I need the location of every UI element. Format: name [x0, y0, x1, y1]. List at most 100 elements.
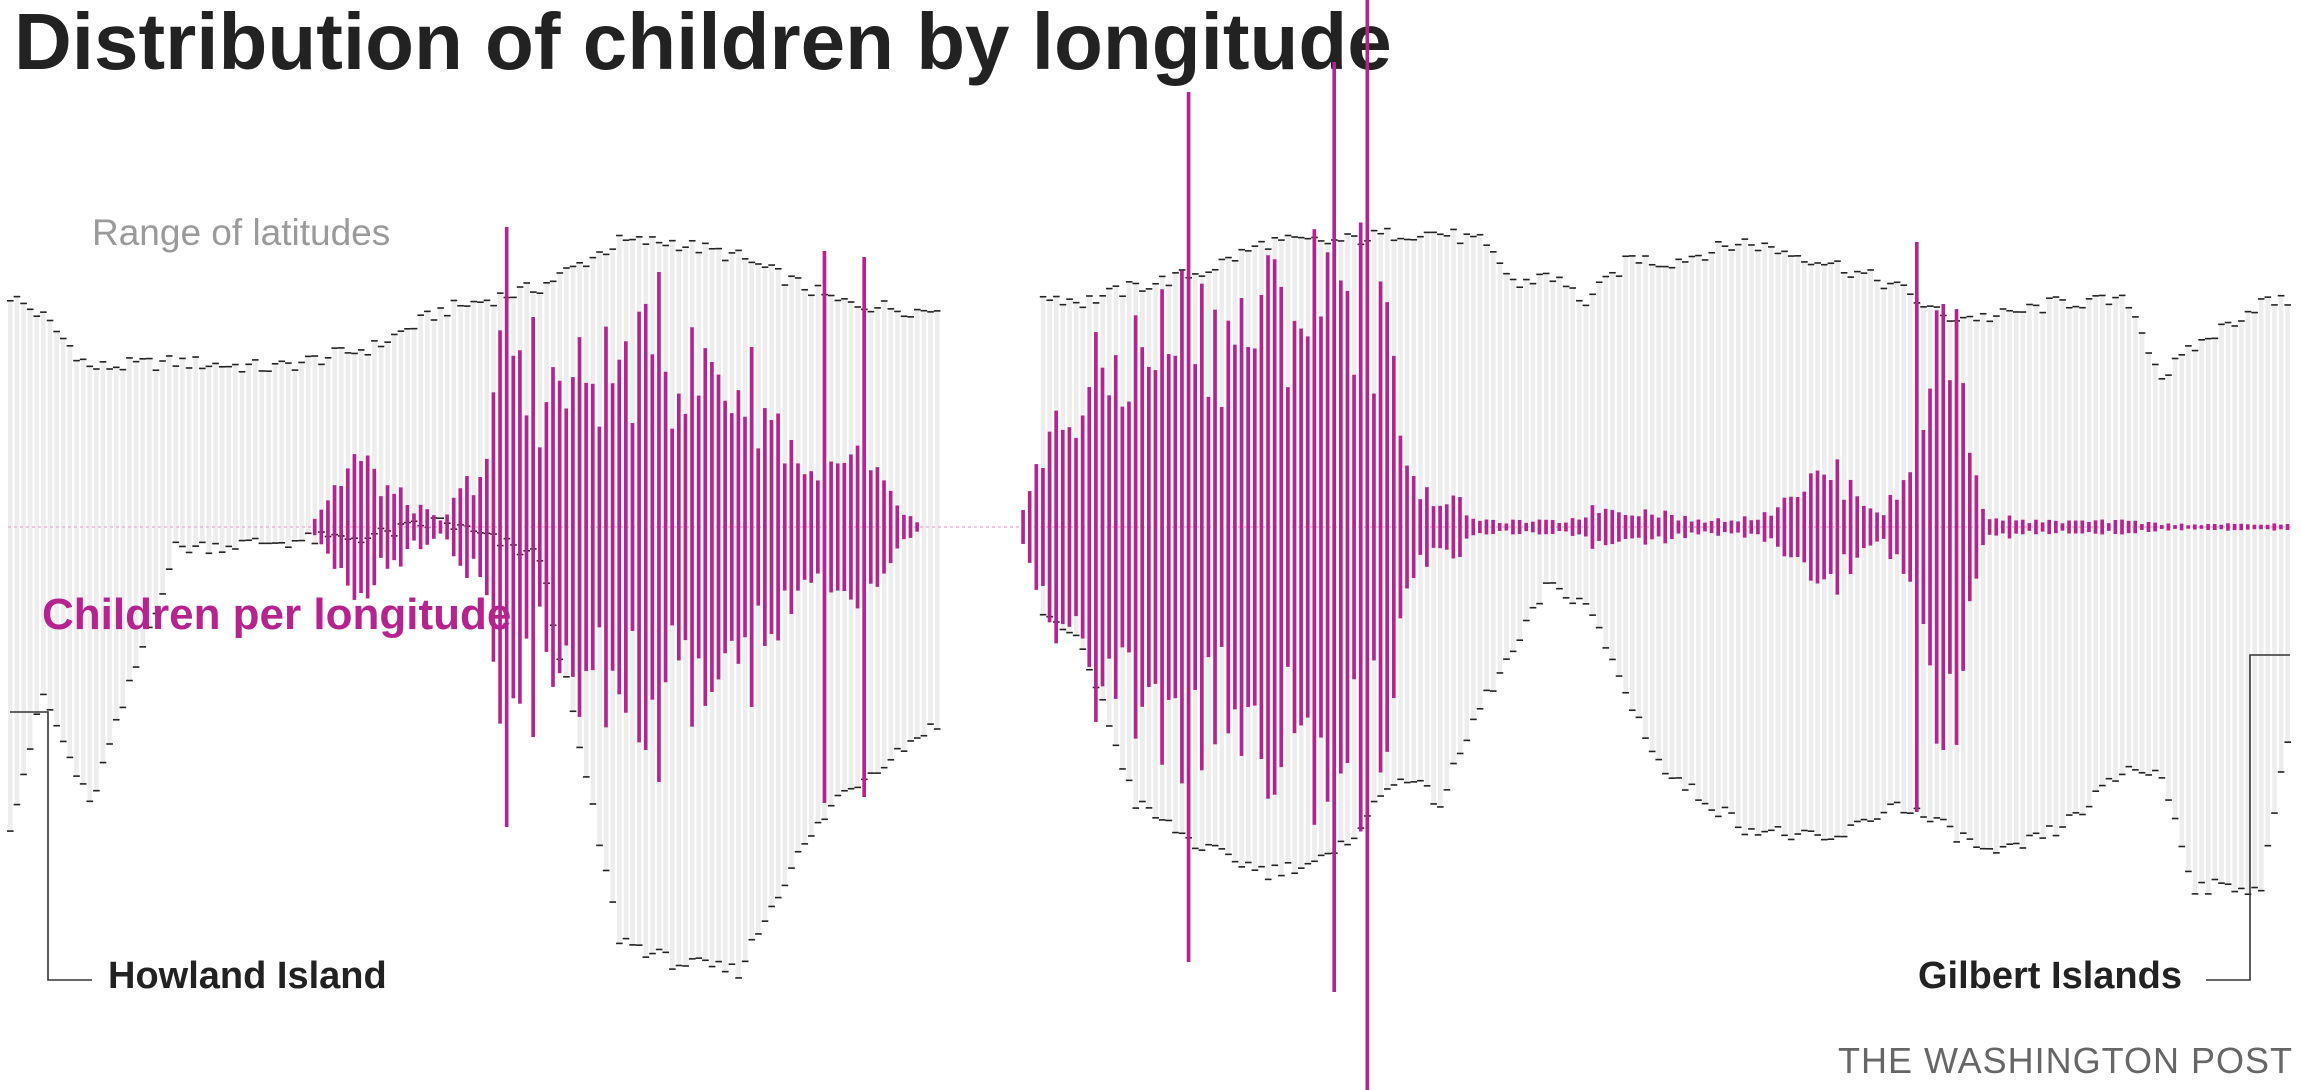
- children-bar: [2007, 515, 2012, 539]
- latitude-range-bar: [2133, 316, 2138, 770]
- children-bar: [2285, 524, 2290, 530]
- latitude-range-bar: [1755, 250, 1761, 835]
- children-bar: [1166, 354, 1171, 700]
- latitude-range-bar: [1610, 272, 1615, 660]
- children-bar: [1252, 348, 1257, 706]
- children-bar: [862, 257, 866, 797]
- children-bar: [789, 439, 794, 615]
- latitude-range-bar: [438, 308, 443, 519]
- children-bar: [2159, 525, 2164, 529]
- latitude-range-bar: [1490, 251, 1496, 692]
- children-bar: [1464, 515, 1469, 539]
- latitude-range-bar: [1629, 255, 1635, 711]
- children-bar: [2173, 525, 2177, 529]
- latitude-range-bar: [2186, 345, 2191, 872]
- latitude-range-bar: [398, 331, 404, 524]
- children-bar: [2126, 520, 2131, 534]
- children-bar: [1120, 406, 1125, 648]
- children-bar: [1934, 310, 1939, 744]
- latitude-range-bar: [67, 345, 73, 758]
- children-bar: [524, 415, 529, 639]
- latitude-range-bar: [27, 309, 33, 750]
- children-bar: [1729, 520, 1734, 534]
- latitude-range-bar: [2278, 295, 2284, 772]
- children-bar: [1127, 401, 1131, 653]
- children-bar: [2259, 524, 2263, 530]
- children-bar: [1484, 519, 1489, 535]
- latitude-range-bar: [299, 362, 304, 541]
- children-bar: [2212, 524, 2217, 530]
- latitude-range-bar: [339, 347, 344, 536]
- children-bar: [1908, 472, 1912, 582]
- latitude-range-bar: [1616, 276, 1622, 677]
- latitude-range-bar: [2272, 304, 2277, 814]
- children-bar: [604, 326, 608, 728]
- children-bar: [1842, 499, 1846, 555]
- latitude-range-bar: [113, 367, 119, 720]
- latitude-range-bar: [2053, 297, 2059, 836]
- children-bar: [2080, 520, 2085, 534]
- latitude-range-bar: [2047, 298, 2052, 827]
- latitude-range-bar: [2245, 311, 2251, 895]
- latitude-range-bar: [928, 311, 933, 725]
- children-bar: [1544, 519, 1548, 535]
- latitude-range-bar: [199, 368, 205, 543]
- children-bar: [1795, 497, 1800, 557]
- children-bar: [630, 423, 635, 631]
- latitude-range-bar: [1649, 264, 1655, 752]
- latitude-range-bar: [2205, 338, 2211, 894]
- latitude-range-bar: [1504, 273, 1509, 660]
- children-bar: [1570, 518, 1575, 536]
- latitude-range-bar: [2073, 306, 2079, 813]
- children-bar: [1862, 505, 1866, 549]
- children-bar: [1299, 328, 1303, 726]
- children-per-longitude-label: Children per longitude: [42, 590, 512, 639]
- latitude-range-bar: [2119, 295, 2125, 775]
- latitude-range-bar: [921, 310, 927, 736]
- latitude-range-bar: [41, 312, 46, 695]
- children-bar: [412, 513, 416, 541]
- children-bar: [1193, 364, 1197, 690]
- children-bar: [2265, 524, 2270, 530]
- children-bar: [1716, 518, 1721, 536]
- latitude-range-bar: [1623, 256, 1628, 693]
- children-bar: [405, 504, 410, 550]
- latitude-range-bar: [2265, 297, 2271, 846]
- children-bar: [1471, 518, 1476, 536]
- children-bar: [1676, 520, 1681, 534]
- children-bar: [2179, 523, 2184, 531]
- latitude-range-bar: [458, 305, 463, 525]
- children-bar: [1305, 336, 1310, 718]
- latitude-range-bar: [133, 361, 139, 668]
- latitude-range-bar: [2066, 307, 2072, 816]
- children-bar: [1385, 302, 1389, 752]
- latitude-range-bar: [1841, 272, 1847, 837]
- children-bar: [1901, 480, 1906, 574]
- latitude-range-bar: [153, 370, 159, 614]
- latitude-range-bar: [1040, 296, 1046, 615]
- latitude-range-bar: [1874, 280, 1880, 820]
- latitude-range-bar: [1557, 277, 1562, 589]
- children-bar: [471, 495, 476, 559]
- children-bar: [637, 311, 641, 743]
- latitude-range-bar: [2060, 299, 2065, 827]
- children-bar: [1531, 521, 1535, 533]
- children-bar: [888, 490, 893, 564]
- children-bar: [1782, 497, 1787, 557]
- latitude-range-bar: [365, 354, 371, 539]
- latitude-range-bar: [21, 303, 26, 775]
- latitude-range-bar: [1868, 269, 1873, 822]
- children-bar: [2087, 521, 2091, 533]
- children-bar: [359, 460, 363, 594]
- children-bar: [822, 251, 827, 803]
- children-bar: [478, 477, 483, 577]
- latitude-range-bar: [1769, 246, 1774, 831]
- latitude-range-bar: [60, 338, 66, 742]
- latitude-range-bar: [478, 302, 483, 533]
- howland-leader-line: [10, 711, 92, 981]
- latitude-range-bar: [166, 355, 172, 570]
- latitude-range-bar: [444, 315, 450, 524]
- latitude-range-bar: [272, 363, 278, 544]
- latitude-range-bar: [1643, 256, 1648, 739]
- children-bar: [696, 395, 701, 659]
